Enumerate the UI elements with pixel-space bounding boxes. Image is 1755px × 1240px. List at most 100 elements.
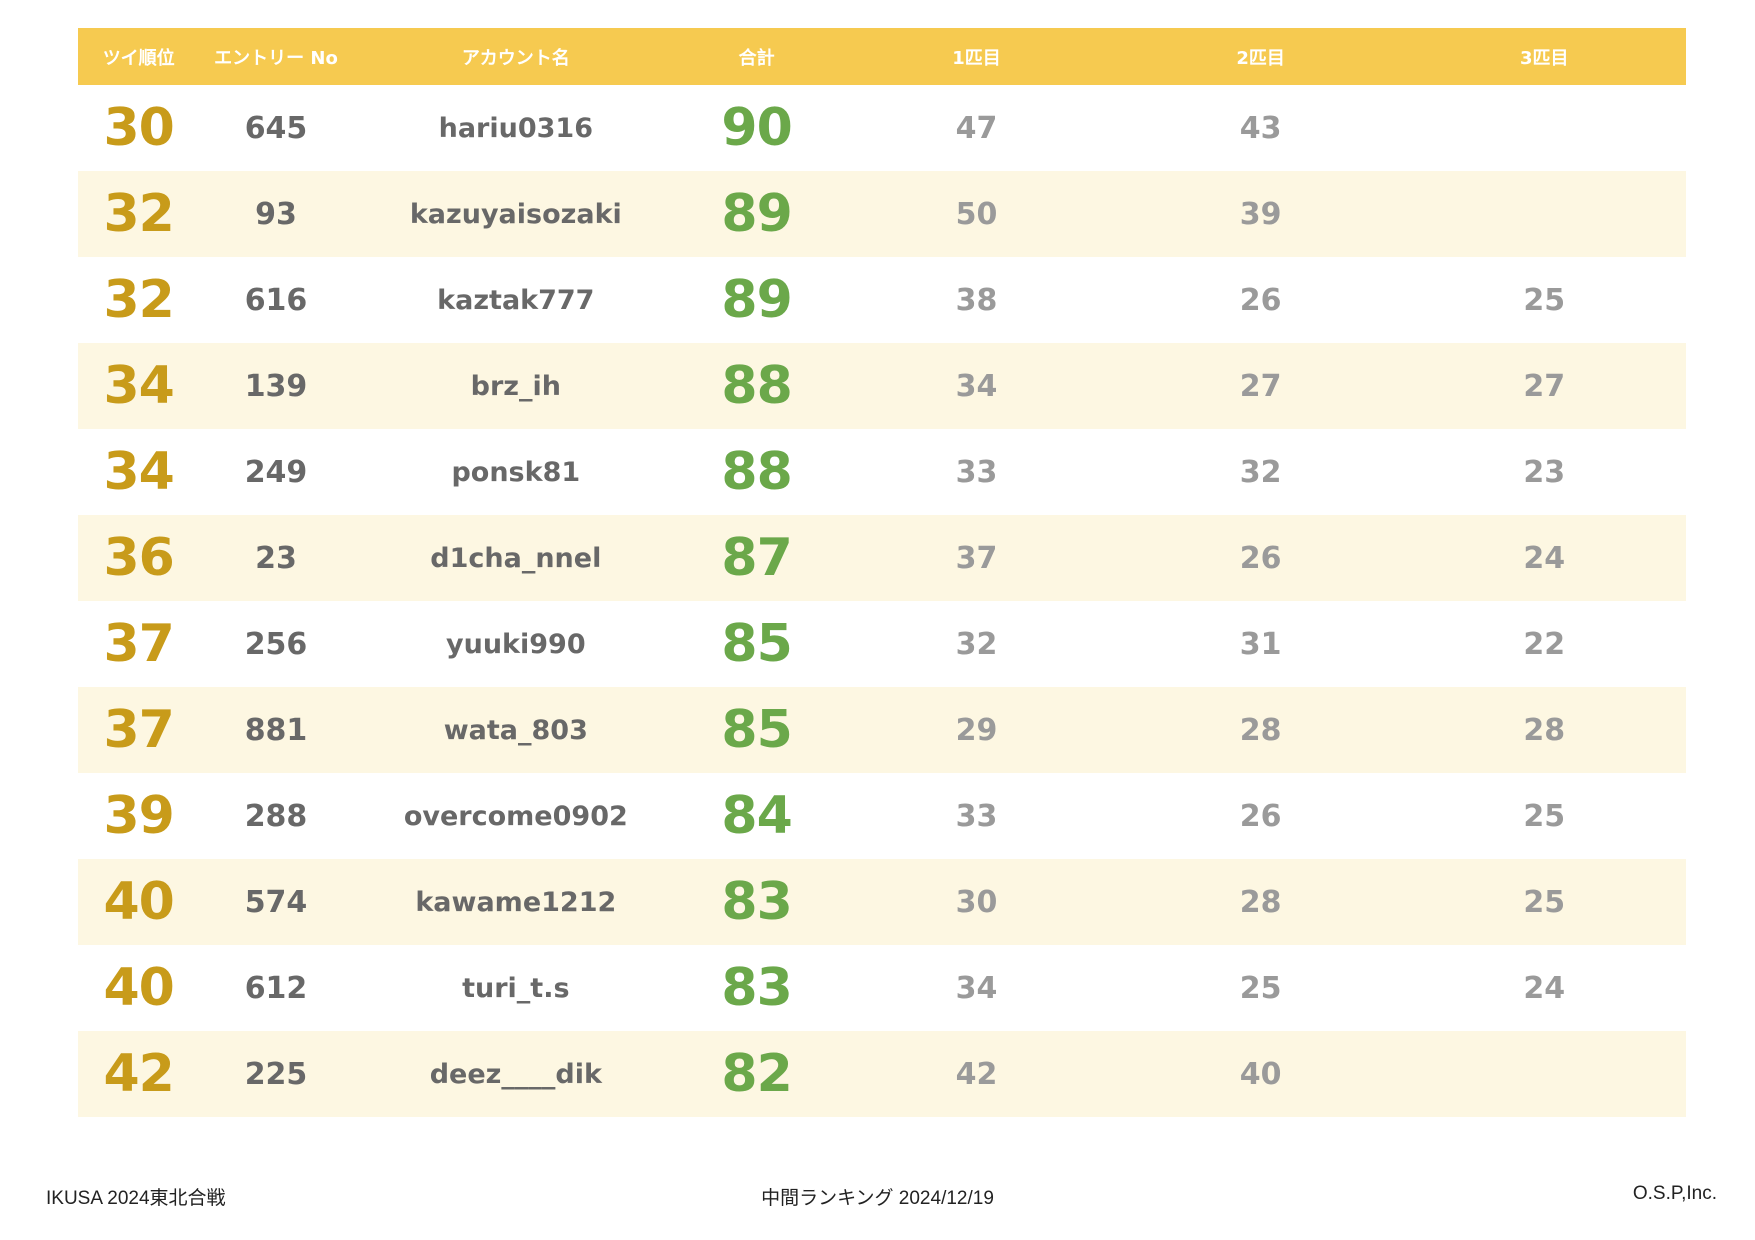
entry-no-cell: 93 — [255, 196, 297, 232]
rank-cell: 40 — [103, 958, 175, 1018]
fish1-cell: 38 — [955, 282, 998, 318]
total-cell: 85 — [721, 614, 792, 674]
table-row: 39 288 overcome0902 84 33 26 25 — [78, 773, 1686, 859]
total-cell: 88 — [721, 356, 792, 416]
entry-no-cell: 288 — [244, 798, 308, 834]
account-name-cell: kazuyaisozaki — [409, 198, 622, 230]
fish1-cell: 37 — [955, 540, 998, 576]
header-rank: ツイ順位 — [102, 47, 175, 69]
fish2-cell: 39 — [1239, 196, 1282, 232]
fish3-cell: 27 — [1523, 368, 1566, 404]
table-header: ツイ順位 エントリー No アカウント名 合計 1匹目 2匹目 3匹目 — [78, 28, 1686, 85]
fish3-cell: 23 — [1523, 454, 1566, 490]
fish1-cell: 42 — [955, 1056, 998, 1092]
rank-cell: 34 — [103, 356, 175, 416]
fish1-cell: 34 — [955, 970, 998, 1006]
table-row: 32 616 kaztak777 89 38 26 25 — [78, 257, 1686, 343]
account-name-cell: overcome0902 — [403, 800, 628, 832]
fish3-cell: 25 — [1523, 884, 1566, 920]
table-row: 40 574 kawame1212 83 30 28 25 — [78, 859, 1686, 945]
fish2-cell: 28 — [1239, 712, 1282, 748]
account-name-cell: d1cha_nnel — [430, 542, 602, 574]
fish3-cell: 24 — [1523, 970, 1566, 1006]
account-name-cell: yuuki990 — [446, 628, 586, 660]
fish2-cell: 26 — [1239, 540, 1282, 576]
fish1-cell: 34 — [955, 368, 998, 404]
fish2-cell: 26 — [1239, 282, 1282, 318]
entry-no-cell: 249 — [244, 454, 308, 490]
total-cell: 83 — [721, 958, 792, 1018]
footer-company: O.S.P,Inc. — [1632, 1183, 1717, 1204]
rank-cell: 36 — [103, 528, 175, 588]
entry-no-cell: 23 — [255, 540, 297, 576]
ranking-table: ツイ順位 エントリー No アカウント名 合計 1匹目 2匹目 3匹目 30 64… — [78, 28, 1686, 1117]
account-name-cell: kaztak777 — [437, 284, 595, 316]
fish1-cell: 47 — [955, 110, 998, 146]
entry-no-cell: 139 — [244, 368, 308, 404]
header-fish1: 1匹目 — [952, 47, 1001, 69]
table-body: 30 645 hariu0316 90 47 43 32 93 kazuyaisozaki 89 5… — [78, 85, 1686, 1117]
fish1-cell: 30 — [955, 884, 998, 920]
rank-cell: 30 — [103, 98, 175, 158]
table-row: 40 612 turi_t.s 83 34 25 24 — [78, 945, 1686, 1031]
table-row: 34 249 ponsk81 88 33 32 23 — [78, 429, 1686, 515]
entry-no-cell: 574 — [244, 884, 308, 920]
fish3-cell: 25 — [1523, 282, 1566, 318]
table-row: 37 881 wata_803 85 29 28 28 — [78, 687, 1686, 773]
account-name-cell: deez____dik — [429, 1058, 602, 1090]
header-entry-no: エントリー No — [214, 47, 338, 69]
header-fish3: 3匹目 — [1519, 47, 1569, 69]
fish3-cell: 22 — [1523, 626, 1566, 662]
rank-cell: 37 — [103, 614, 175, 674]
fish2-cell: 25 — [1239, 970, 1282, 1006]
fish2-cell: 27 — [1239, 368, 1282, 404]
table-row: 34 139 brz_ih 88 34 27 27 — [78, 343, 1686, 429]
fish2-cell: 40 — [1239, 1056, 1282, 1092]
total-cell: 82 — [721, 1044, 792, 1104]
fish3-cell: 28 — [1523, 712, 1566, 748]
fish1-cell: 50 — [955, 196, 998, 232]
table-row: 36 23 d1cha_nnel 87 37 26 24 — [78, 515, 1686, 601]
rank-cell: 37 — [103, 700, 175, 760]
table-row: 37 256 yuuki990 85 32 31 22 — [78, 601, 1686, 687]
fish2-cell: 31 — [1239, 626, 1282, 662]
total-cell: 89 — [721, 270, 792, 330]
total-cell: 89 — [721, 184, 792, 244]
header-fish2: 2匹目 — [1236, 47, 1285, 69]
fish2-cell: 43 — [1239, 110, 1282, 146]
total-cell: 83 — [721, 872, 792, 932]
total-cell: 85 — [721, 700, 792, 760]
account-name-cell: ponsk81 — [451, 456, 581, 488]
entry-no-cell: 612 — [244, 970, 308, 1006]
fish2-cell: 28 — [1239, 884, 1282, 920]
footer-ranking-date: 中間ランキング 2024/12/19 — [761, 1188, 994, 1209]
total-cell: 88 — [721, 442, 792, 502]
fish2-cell: 26 — [1239, 798, 1282, 834]
fish2-cell: 32 — [1239, 454, 1282, 490]
fish3-cell: 24 — [1523, 540, 1566, 576]
entry-no-cell: 881 — [244, 712, 308, 748]
rank-cell: 32 — [103, 270, 175, 330]
footer-event-name: IKUSA 2024東北合戦 — [46, 1188, 226, 1209]
entry-no-cell: 616 — [244, 282, 308, 318]
total-cell: 90 — [721, 98, 792, 158]
entry-no-cell: 645 — [244, 110, 308, 146]
account-name-cell: hariu0316 — [438, 112, 593, 144]
header-total: 合計 — [738, 47, 775, 69]
table-row: 32 93 kazuyaisozaki 89 50 39 — [78, 171, 1686, 257]
table-row: 42 225 deez____dik 82 42 40 — [78, 1031, 1686, 1117]
rank-cell: 34 — [103, 442, 175, 502]
account-name-cell: kawame1212 — [415, 886, 617, 918]
table-row: 30 645 hariu0316 90 47 43 — [78, 85, 1686, 171]
rank-cell: 32 — [103, 184, 175, 244]
entry-no-cell: 225 — [244, 1056, 308, 1092]
account-name-cell: brz_ih — [470, 370, 561, 402]
total-cell: 84 — [721, 786, 792, 846]
fish1-cell: 29 — [955, 712, 998, 748]
rank-cell: 42 — [103, 1044, 175, 1104]
account-name-cell: wata_803 — [443, 714, 588, 746]
fish3-cell: 25 — [1523, 798, 1566, 834]
rank-cell: 40 — [103, 872, 175, 932]
account-name-cell: turi_t.s — [462, 972, 570, 1004]
rank-cell: 39 — [103, 786, 175, 846]
